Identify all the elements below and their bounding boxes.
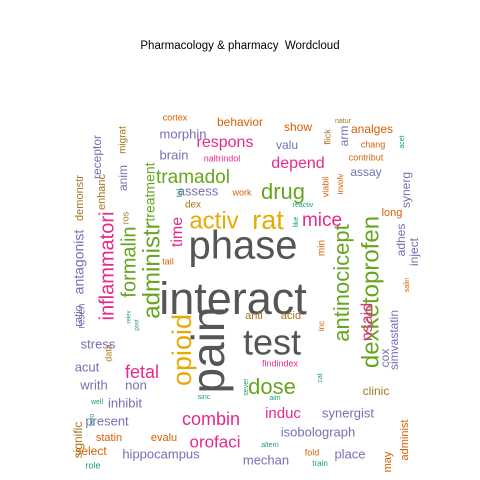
word-anti: anti (245, 310, 263, 322)
word-place: place (334, 446, 365, 461)
word-inc: inc (317, 321, 326, 331)
word-mechan: mechan (243, 452, 289, 467)
word-vivo: vivo (89, 414, 96, 427)
word-enhanc: enhanc (96, 173, 108, 210)
word-clinic: clinic (363, 384, 390, 398)
word-viabil: viabil (320, 177, 330, 198)
word-combin: combin (182, 409, 240, 429)
word-mice: mice (302, 210, 342, 231)
word-inhibit: inhibit (108, 395, 142, 410)
word-behavior: behavior (217, 115, 263, 129)
word-morphin: morphin (160, 126, 207, 141)
word-opioid: opioid (167, 314, 197, 386)
word-non: non (125, 377, 147, 392)
word-valu: valu (276, 138, 298, 152)
word-well: well (90, 399, 104, 406)
word-may: may (382, 451, 394, 472)
word-analges: analges (351, 122, 393, 136)
word-post: post (135, 319, 141, 331)
word-involv: involv (336, 174, 345, 194)
word-salin: salin (404, 278, 411, 293)
word-drug: drug (261, 179, 305, 204)
word-flick: flick (322, 129, 332, 145)
word-sinc: sinc (198, 394, 211, 401)
word-min: min (317, 240, 328, 256)
word-long: long (382, 207, 403, 219)
word-nsaid: nsaid (359, 303, 376, 341)
word-natur: natur (335, 118, 352, 125)
word-demonstr: demonstr (74, 175, 86, 221)
word-synergist: synergist (322, 405, 374, 420)
word-show: show (284, 120, 312, 134)
word-role: role (85, 460, 100, 470)
word-antagonist: antagonist (71, 230, 87, 295)
word-inject: inject (407, 237, 421, 266)
word-acet: acet (399, 135, 406, 148)
word-like: like (293, 217, 300, 228)
word-signific: signific (71, 422, 85, 459)
word-acid: acid (281, 310, 301, 322)
word-writh: writh (79, 377, 107, 392)
word-dex: dex (185, 200, 201, 211)
word-activ: activ (189, 207, 238, 234)
word-test: test (243, 322, 301, 363)
word-time: time (169, 217, 186, 247)
word-arm: arm (337, 126, 351, 147)
word-administ: administ (399, 420, 411, 461)
word-cortex: cortex (163, 112, 188, 122)
word-ros: ros (120, 211, 130, 224)
word-resen: resen (77, 303, 88, 328)
word-anim: anim (116, 165, 130, 191)
word-receptor: receptor (90, 135, 104, 179)
word-tol: tol (175, 189, 184, 198)
word-depend: depend (271, 155, 324, 172)
word-reactiv: reactiv (293, 202, 314, 209)
word-chang: chang (361, 139, 386, 149)
word-fold: fold (305, 447, 320, 457)
word-antinocicept: antinocicept (329, 224, 354, 341)
word-brain: brain (160, 147, 189, 162)
word-hippocampus: hippocampus (122, 446, 200, 461)
word-tail: tail (162, 256, 174, 266)
word-treatment: treatment (142, 162, 158, 221)
word-aim: aim (269, 395, 280, 402)
word-cat: cat (317, 373, 324, 382)
word-induc: induc (265, 405, 301, 422)
word-sever: sever (243, 378, 250, 396)
word-findindex: findindex (262, 358, 299, 368)
word-relev: relev (127, 310, 133, 323)
word-cox: cox (378, 349, 392, 368)
word-migrat: migrat (118, 126, 129, 154)
word-altern: altern (261, 442, 279, 449)
word-train: train (312, 459, 328, 468)
word-formalin: formalin (118, 226, 140, 297)
word-acut: acut (75, 359, 100, 374)
word-inflammatori: inflammatori (96, 212, 118, 321)
word-naltrindol: naltrindol (204, 153, 241, 163)
word-evalu: evalu (151, 432, 177, 444)
word-data: data (103, 344, 113, 362)
word-isobolograph: isobolograph (281, 424, 355, 439)
word-work: work (231, 187, 252, 197)
word-rat: rat (252, 205, 284, 235)
word-assay: assay (350, 165, 381, 179)
word-synerg: synerg (399, 172, 413, 208)
word-adhes: adhes (394, 224, 408, 257)
word-contribut: contribut (349, 152, 384, 162)
word-administr: administr (138, 221, 165, 318)
word-statin: statin (96, 432, 122, 444)
word-dexketoprofen: dexketoprofen (357, 216, 384, 368)
